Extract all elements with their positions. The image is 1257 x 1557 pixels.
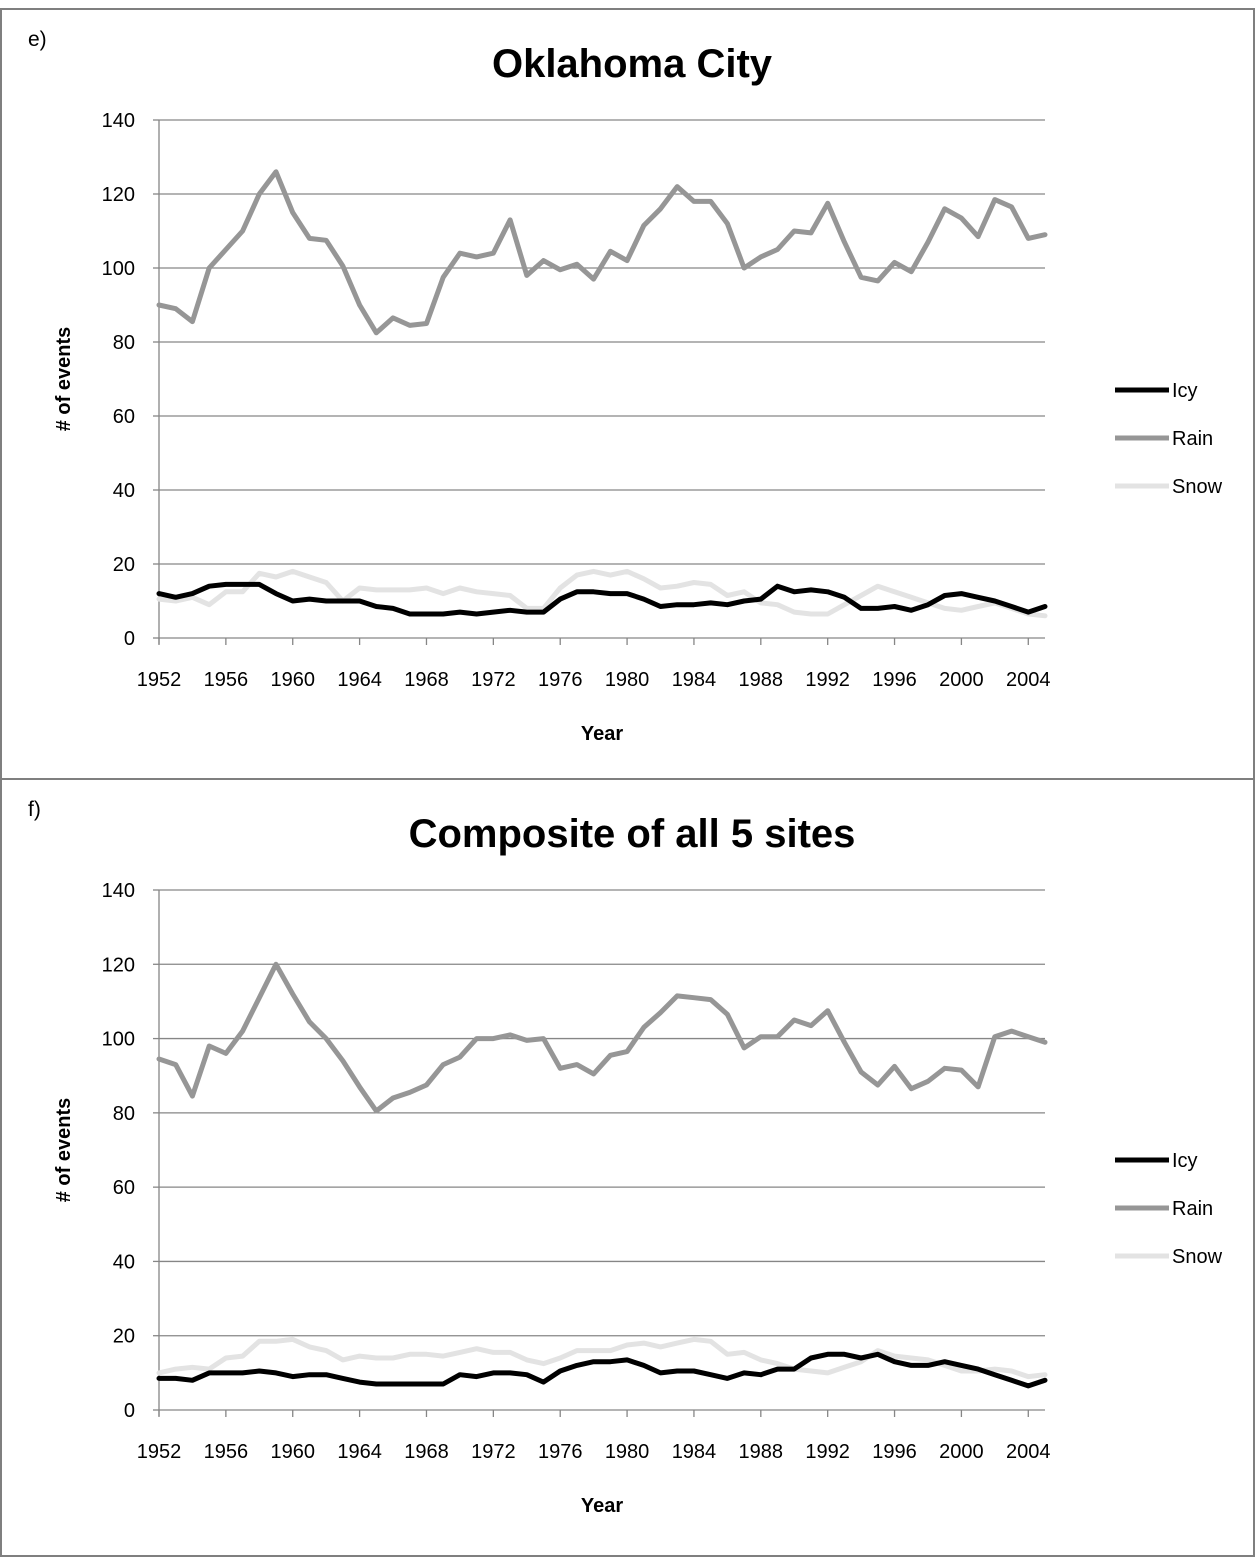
x-tick-label: 1984 [672,669,717,691]
x-tick-label: 1988 [739,669,784,691]
chart-e: e) Oklahoma City 0 20 40 60 80 100 120 140 1952 195… [28,28,1223,745]
x-tick-label: 1972 [471,1441,516,1463]
x-axis-title: Year [581,1495,623,1517]
x-tick-label: 1968 [404,669,449,691]
chart-f: f) Composite of all 5 sites 0 20 40 60 80 100 12… [28,798,1223,1517]
chart-panel-e: e) Oklahoma City 0 20 40 60 80 100 120 140 1952 195… [0,8,1255,780]
x-tick-label: 2004 [1006,669,1051,691]
y-tick-label: 80 [113,1103,135,1125]
x-tick-label: 1992 [805,669,850,691]
x-tick-label: 1976 [538,669,583,691]
x-tick-label: 1952 [137,669,182,691]
x-tick-label: 1988 [739,1441,784,1463]
y-tick-label: 20 [113,1326,135,1348]
legend-label-icy: Icy [1172,380,1198,402]
y-tick-label: 100 [102,258,135,280]
y-tick-label: 80 [113,332,135,354]
x-tick-label: 1968 [404,1441,449,1463]
y-tick-label: 120 [102,184,135,206]
x-tick-label: 2000 [939,1441,984,1463]
legend-label-rain: Rain [1172,428,1213,450]
x-tick-label: 1952 [137,1441,182,1463]
y-tick-label: 40 [113,1251,135,1273]
x-axis-title: Year [581,723,623,745]
x-tick-label: 1992 [805,1441,850,1463]
y-tick-label: 0 [124,1400,135,1422]
x-tick-label: 1980 [605,1441,650,1463]
x-tick-label: 1960 [270,1441,315,1463]
x-tick-label: 1960 [270,669,315,691]
panel-label: e) [28,28,47,51]
series-line-rain [156,169,1048,336]
y-tick-label: 0 [124,628,135,650]
x-tick-label: 1984 [672,1441,717,1463]
series-line-rain [156,961,1048,1114]
y-tick-label: 140 [102,880,135,902]
y-axis-title: # of events [53,327,75,431]
x-tick-label: 1972 [471,669,516,691]
series-line-icy [156,581,1048,617]
x-tick-label: 2000 [939,669,984,691]
chart-panel-f: f) Composite of all 5 sites 0 20 40 60 80 100 12… [0,778,1255,1557]
x-tick-label: 1996 [872,1441,917,1463]
x-tick-label: 1964 [337,1441,382,1463]
x-tick-label: 1956 [204,669,249,691]
x-tick-label: 1964 [337,669,382,691]
series-line-icy [156,1351,1048,1389]
y-tick-label: 100 [102,1029,135,1051]
series-line-snow [156,1336,1048,1380]
y-tick-label: 140 [102,110,135,132]
y-tick-label: 120 [102,954,135,976]
chart-title: Composite of all 5 sites [409,812,856,856]
x-tick-label: 1976 [538,1441,583,1463]
panel-label: f) [28,798,41,821]
y-tick-label: 40 [113,480,135,502]
chart-title: Oklahoma City [492,42,773,86]
x-tick-label: 1956 [204,1441,249,1463]
y-tick-label: 60 [113,1177,135,1199]
x-tick-label: 2004 [1006,1441,1051,1463]
y-axis-title: # of events [53,1098,75,1202]
series-line-snow [156,568,1048,619]
y-tick-label: 20 [113,554,135,576]
x-tick-label: 1996 [872,669,917,691]
legend-label-icy: Icy [1172,1150,1198,1172]
x-tick-label: 1980 [605,669,650,691]
legend-label-snow: Snow [1172,1246,1223,1268]
legend-label-snow: Snow [1172,476,1223,498]
y-tick-label: 60 [113,406,135,428]
legend-label-rain: Rain [1172,1198,1213,1220]
